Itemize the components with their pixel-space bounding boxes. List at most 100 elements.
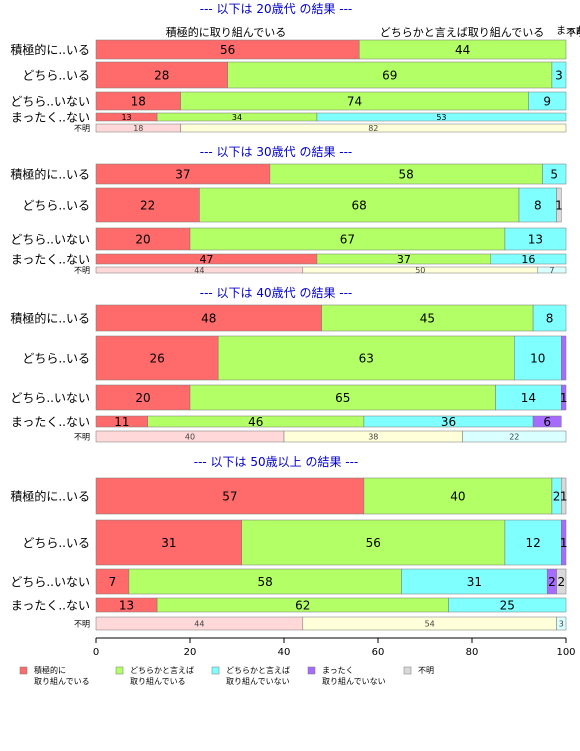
bar-value-label: 25: [500, 598, 515, 612]
bar-value-label: 44: [455, 43, 470, 57]
panel-title: --- 以下は 20歳代 の結果 ---: [200, 2, 353, 16]
bar-value-label: 58: [258, 575, 273, 589]
bar-value-label: 37: [175, 167, 190, 181]
bar-segment: [504, 519, 562, 566]
bar-value-label: 46: [248, 415, 263, 429]
bar-segment: [556, 616, 567, 631]
x-tick-label: 40: [278, 647, 291, 658]
legend-label: 積極的に: [34, 665, 66, 675]
bar-value-label: 20: [135, 232, 150, 246]
bar-value-label: 2: [548, 575, 556, 589]
legend-label: どちらかと言えば: [130, 665, 194, 675]
bar-value-label: 57: [222, 489, 237, 503]
legend-swatch: [19, 666, 28, 675]
row-label: 積極的に..いる: [10, 166, 90, 181]
row-label: どちら..いる: [22, 351, 90, 365]
bar-value-label: 36: [441, 415, 456, 429]
bar-value-label: 58: [399, 167, 414, 181]
bar-segment: [556, 568, 567, 595]
bar-value-label: 82: [368, 124, 378, 133]
row-label: まったく..ない: [11, 252, 90, 266]
row-label: 不明: [74, 619, 90, 628]
header-label: まったく: [556, 25, 580, 37]
bar-segment: [504, 227, 567, 251]
bar-segment: [189, 384, 496, 411]
row-label: 積極的に..いる: [10, 42, 90, 57]
bar-value-label: 3: [559, 619, 564, 628]
bar-value-label: 56: [366, 536, 381, 550]
bar-value-label: 28: [154, 68, 169, 82]
row-label: 積極的に..いる: [10, 488, 90, 503]
bar-value-label: 31: [467, 575, 482, 589]
bar-segment: [561, 335, 567, 381]
bar-value-label: 9: [543, 94, 551, 108]
legend-swatch: [307, 666, 316, 675]
bar-segment: [241, 519, 506, 566]
bar-segment: [542, 163, 567, 185]
bar-value-label: 31: [161, 536, 176, 550]
legend-label: 取り組んでいる: [34, 676, 90, 686]
bar-segment: [217, 335, 515, 381]
row-label: 不明: [74, 124, 90, 133]
bar-segment: [561, 519, 567, 566]
x-tick-label: 60: [372, 647, 385, 658]
bar-value-label: 68: [352, 198, 367, 212]
row-label: 不明: [74, 432, 90, 441]
legend-label: 取り組んでいる: [130, 676, 186, 686]
legend-swatch: [115, 666, 124, 675]
bar-segment: [199, 187, 520, 223]
bar-value-label: 45: [420, 311, 435, 325]
header-label: 不明: [566, 27, 580, 39]
bar-value-label: 16: [521, 253, 535, 266]
bar-value-label: 54: [425, 619, 435, 628]
bar-value-label: 62: [295, 598, 310, 612]
bar-value-label: 18: [133, 124, 143, 133]
bar-value-label: 65: [335, 391, 350, 405]
x-tick-label: 80: [466, 647, 479, 658]
bar-value-label: 18: [131, 94, 146, 108]
bar-segment: [532, 304, 567, 332]
bar-value-label: 2: [553, 489, 561, 503]
bar-value-label: 40: [450, 489, 465, 503]
bar-segment: [95, 61, 228, 89]
bar-value-label: 50: [415, 266, 425, 275]
bar-value-label: 2: [557, 575, 565, 589]
bar-value-label: 6: [543, 415, 551, 429]
bar-value-label: 74: [347, 94, 362, 108]
header-label: どちらかと言えば取り組んでいる: [380, 26, 544, 39]
bar-value-label: 40: [185, 432, 195, 441]
panel-title: --- 以下は 30歳代 の結果 ---: [200, 145, 353, 159]
bar-value-label: 1: [560, 489, 568, 503]
row-label: 不明: [74, 266, 90, 275]
bar-value-label: 10: [530, 351, 545, 365]
bar-value-label: 5: [550, 167, 558, 181]
bar-value-label: 1: [560, 391, 568, 405]
bar-segment: [95, 519, 242, 566]
bar-value-label: 44: [194, 619, 204, 628]
bar-segment: [95, 477, 365, 515]
bar-segment: [551, 61, 567, 89]
bar-value-label: 63: [359, 351, 374, 365]
header-label: 積極的に取り組んでいる: [166, 25, 286, 39]
bar-segment: [556, 187, 562, 223]
bar-value-label: 12: [525, 536, 540, 550]
bar-segment: [537, 266, 567, 274]
bar-value-label: 13: [528, 232, 543, 246]
bar-segment: [495, 384, 562, 411]
bar-segment: [490, 253, 567, 265]
bar-value-label: 7: [109, 575, 117, 589]
bar-value-label: 14: [521, 391, 536, 405]
row-label: まったく..ない: [11, 415, 90, 429]
row-label: どちら..いない: [10, 94, 90, 108]
bar-segment: [528, 91, 567, 111]
bar-segment: [95, 568, 130, 595]
bar-segment: [561, 477, 567, 515]
bar-segment: [321, 304, 534, 332]
bar-segment: [462, 430, 567, 443]
bar-value-label: 67: [340, 232, 355, 246]
row-label: どちら..いない: [10, 391, 90, 405]
row-label: どちら..いる: [22, 536, 90, 550]
bar-value-label: 56: [220, 43, 235, 57]
bar-value-label: 53: [436, 113, 446, 122]
